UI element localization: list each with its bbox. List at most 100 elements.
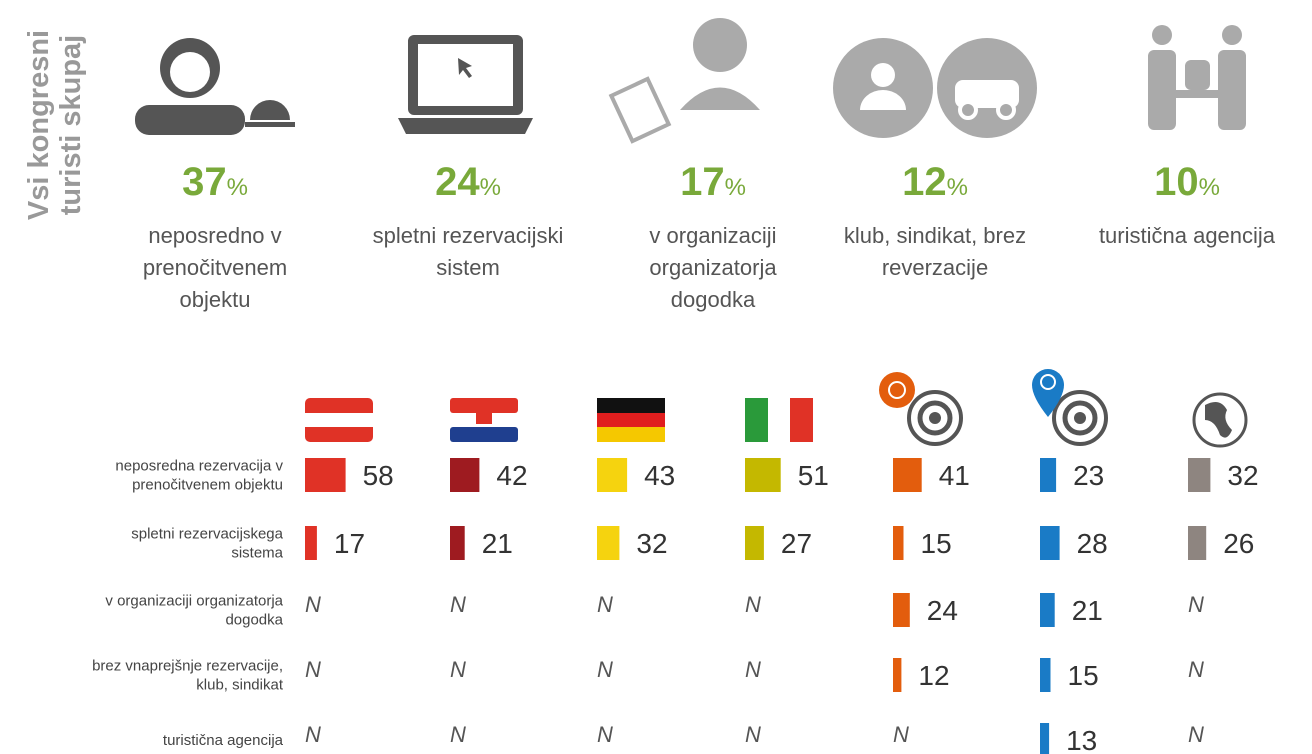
not-available: N bbox=[597, 592, 613, 617]
bar bbox=[1040, 458, 1057, 492]
bar bbox=[305, 526, 317, 560]
summary-label: prenočitvenem bbox=[143, 255, 287, 280]
summary-unit: % bbox=[480, 174, 501, 201]
row-label: sistema bbox=[231, 545, 283, 562]
summary-label: sistem bbox=[436, 255, 500, 280]
flag-germany bbox=[597, 398, 665, 442]
bar bbox=[1040, 526, 1060, 560]
icon-target-blue bbox=[1032, 369, 1108, 446]
bar-value: 42 bbox=[496, 460, 527, 491]
bar bbox=[893, 526, 904, 560]
bar-value: 41 bbox=[939, 460, 970, 491]
bar bbox=[1040, 593, 1055, 627]
bar bbox=[745, 526, 764, 560]
bar-value: 13 bbox=[1066, 725, 1097, 754]
summary-value: 17 bbox=[680, 160, 725, 204]
not-available: N bbox=[305, 592, 321, 617]
summary-percent: 37% bbox=[182, 160, 248, 204]
row-label: prenočitvenem objektu bbox=[132, 477, 283, 494]
summary-value: 12 bbox=[902, 160, 947, 204]
row-label: klub, sindikat bbox=[196, 677, 284, 694]
bar-value: 23 bbox=[1073, 460, 1104, 491]
bar-value: 43 bbox=[644, 460, 675, 491]
summary-value: 24 bbox=[435, 160, 480, 204]
row-label: brez vnaprejšnje rezervacije, bbox=[92, 658, 283, 675]
summary-label: v organizaciji bbox=[649, 223, 776, 248]
bar-value: 15 bbox=[921, 528, 952, 559]
not-available: N bbox=[305, 657, 321, 682]
row-label: neposredna rezervacija v bbox=[115, 458, 283, 475]
summary-label: objektu bbox=[180, 287, 251, 312]
summary-percent: 12% bbox=[902, 160, 968, 204]
bar-value: 21 bbox=[482, 528, 513, 559]
row-label: turistična agencija bbox=[163, 732, 284, 749]
bar bbox=[305, 458, 346, 492]
not-available: N bbox=[450, 722, 466, 747]
bar-value: 32 bbox=[636, 528, 667, 559]
summary-unit: % bbox=[725, 174, 746, 201]
bar bbox=[450, 458, 480, 492]
summary-percent: 24% bbox=[435, 160, 501, 204]
not-available: N bbox=[1188, 657, 1204, 682]
not-available: N bbox=[450, 592, 466, 617]
bar bbox=[893, 458, 922, 492]
row-label: spletni rezervacijskega bbox=[131, 526, 283, 543]
bar-value: 17 bbox=[334, 528, 365, 559]
not-available: N bbox=[597, 657, 613, 682]
bar-value: 51 bbox=[798, 460, 829, 491]
side-title: Vsi kongresni bbox=[23, 30, 55, 220]
summary-percent: 17% bbox=[680, 160, 746, 204]
summary-label: neposredno v bbox=[148, 223, 281, 248]
bar bbox=[450, 526, 465, 560]
bar-value: 26 bbox=[1223, 528, 1254, 559]
summary-label: klub, sindikat, brez bbox=[844, 223, 1026, 248]
not-available: N bbox=[745, 722, 761, 747]
not-available: N bbox=[745, 657, 761, 682]
summary-label: organizatorja bbox=[649, 255, 777, 280]
row-label: dogodka bbox=[225, 612, 283, 629]
bar bbox=[893, 593, 910, 627]
bar bbox=[745, 458, 781, 492]
bar-value: 12 bbox=[918, 660, 949, 691]
summary-label: reverzacije bbox=[882, 255, 988, 280]
bar bbox=[597, 458, 628, 492]
summary-unit: % bbox=[1199, 174, 1220, 201]
summary-unit: % bbox=[227, 174, 248, 201]
bar bbox=[1188, 458, 1211, 492]
flag-italy bbox=[745, 398, 813, 442]
bar-value: 28 bbox=[1077, 528, 1108, 559]
icon-globe bbox=[1192, 392, 1248, 448]
flag-croatia bbox=[450, 398, 518, 442]
bar-value: 15 bbox=[1068, 660, 1099, 691]
not-available: N bbox=[1188, 592, 1204, 617]
bar-value: 21 bbox=[1072, 595, 1103, 626]
icon-reception bbox=[135, 38, 295, 135]
icon-target-orange bbox=[879, 372, 963, 446]
bar bbox=[893, 658, 902, 692]
bar bbox=[1040, 658, 1051, 692]
bar bbox=[1040, 723, 1050, 754]
bar-value: 58 bbox=[363, 460, 394, 491]
bar-value: 32 bbox=[1227, 460, 1258, 491]
flag-austria bbox=[305, 398, 373, 442]
summary-label: spletni rezervacijski bbox=[373, 223, 564, 248]
icon-club-car bbox=[833, 38, 1037, 138]
summary-label: dogodka bbox=[671, 287, 756, 312]
not-available: N bbox=[597, 722, 613, 747]
icon-laptop bbox=[398, 35, 533, 134]
summary-percent: 10% bbox=[1154, 160, 1220, 204]
bar bbox=[1188, 526, 1207, 560]
icon-agency bbox=[1148, 25, 1246, 130]
not-available: N bbox=[1188, 722, 1204, 747]
not-available: N bbox=[450, 657, 466, 682]
bar-value: 27 bbox=[781, 528, 812, 559]
not-available: N bbox=[305, 722, 321, 747]
summary-unit: % bbox=[947, 174, 968, 201]
bar bbox=[597, 526, 620, 560]
side-title: turisti skupaj bbox=[55, 35, 87, 216]
summary-value: 37 bbox=[182, 160, 227, 204]
bar-value: 24 bbox=[927, 595, 958, 626]
row-label: v organizaciji organizatorja bbox=[105, 593, 283, 610]
icon-organizer bbox=[608, 18, 760, 144]
